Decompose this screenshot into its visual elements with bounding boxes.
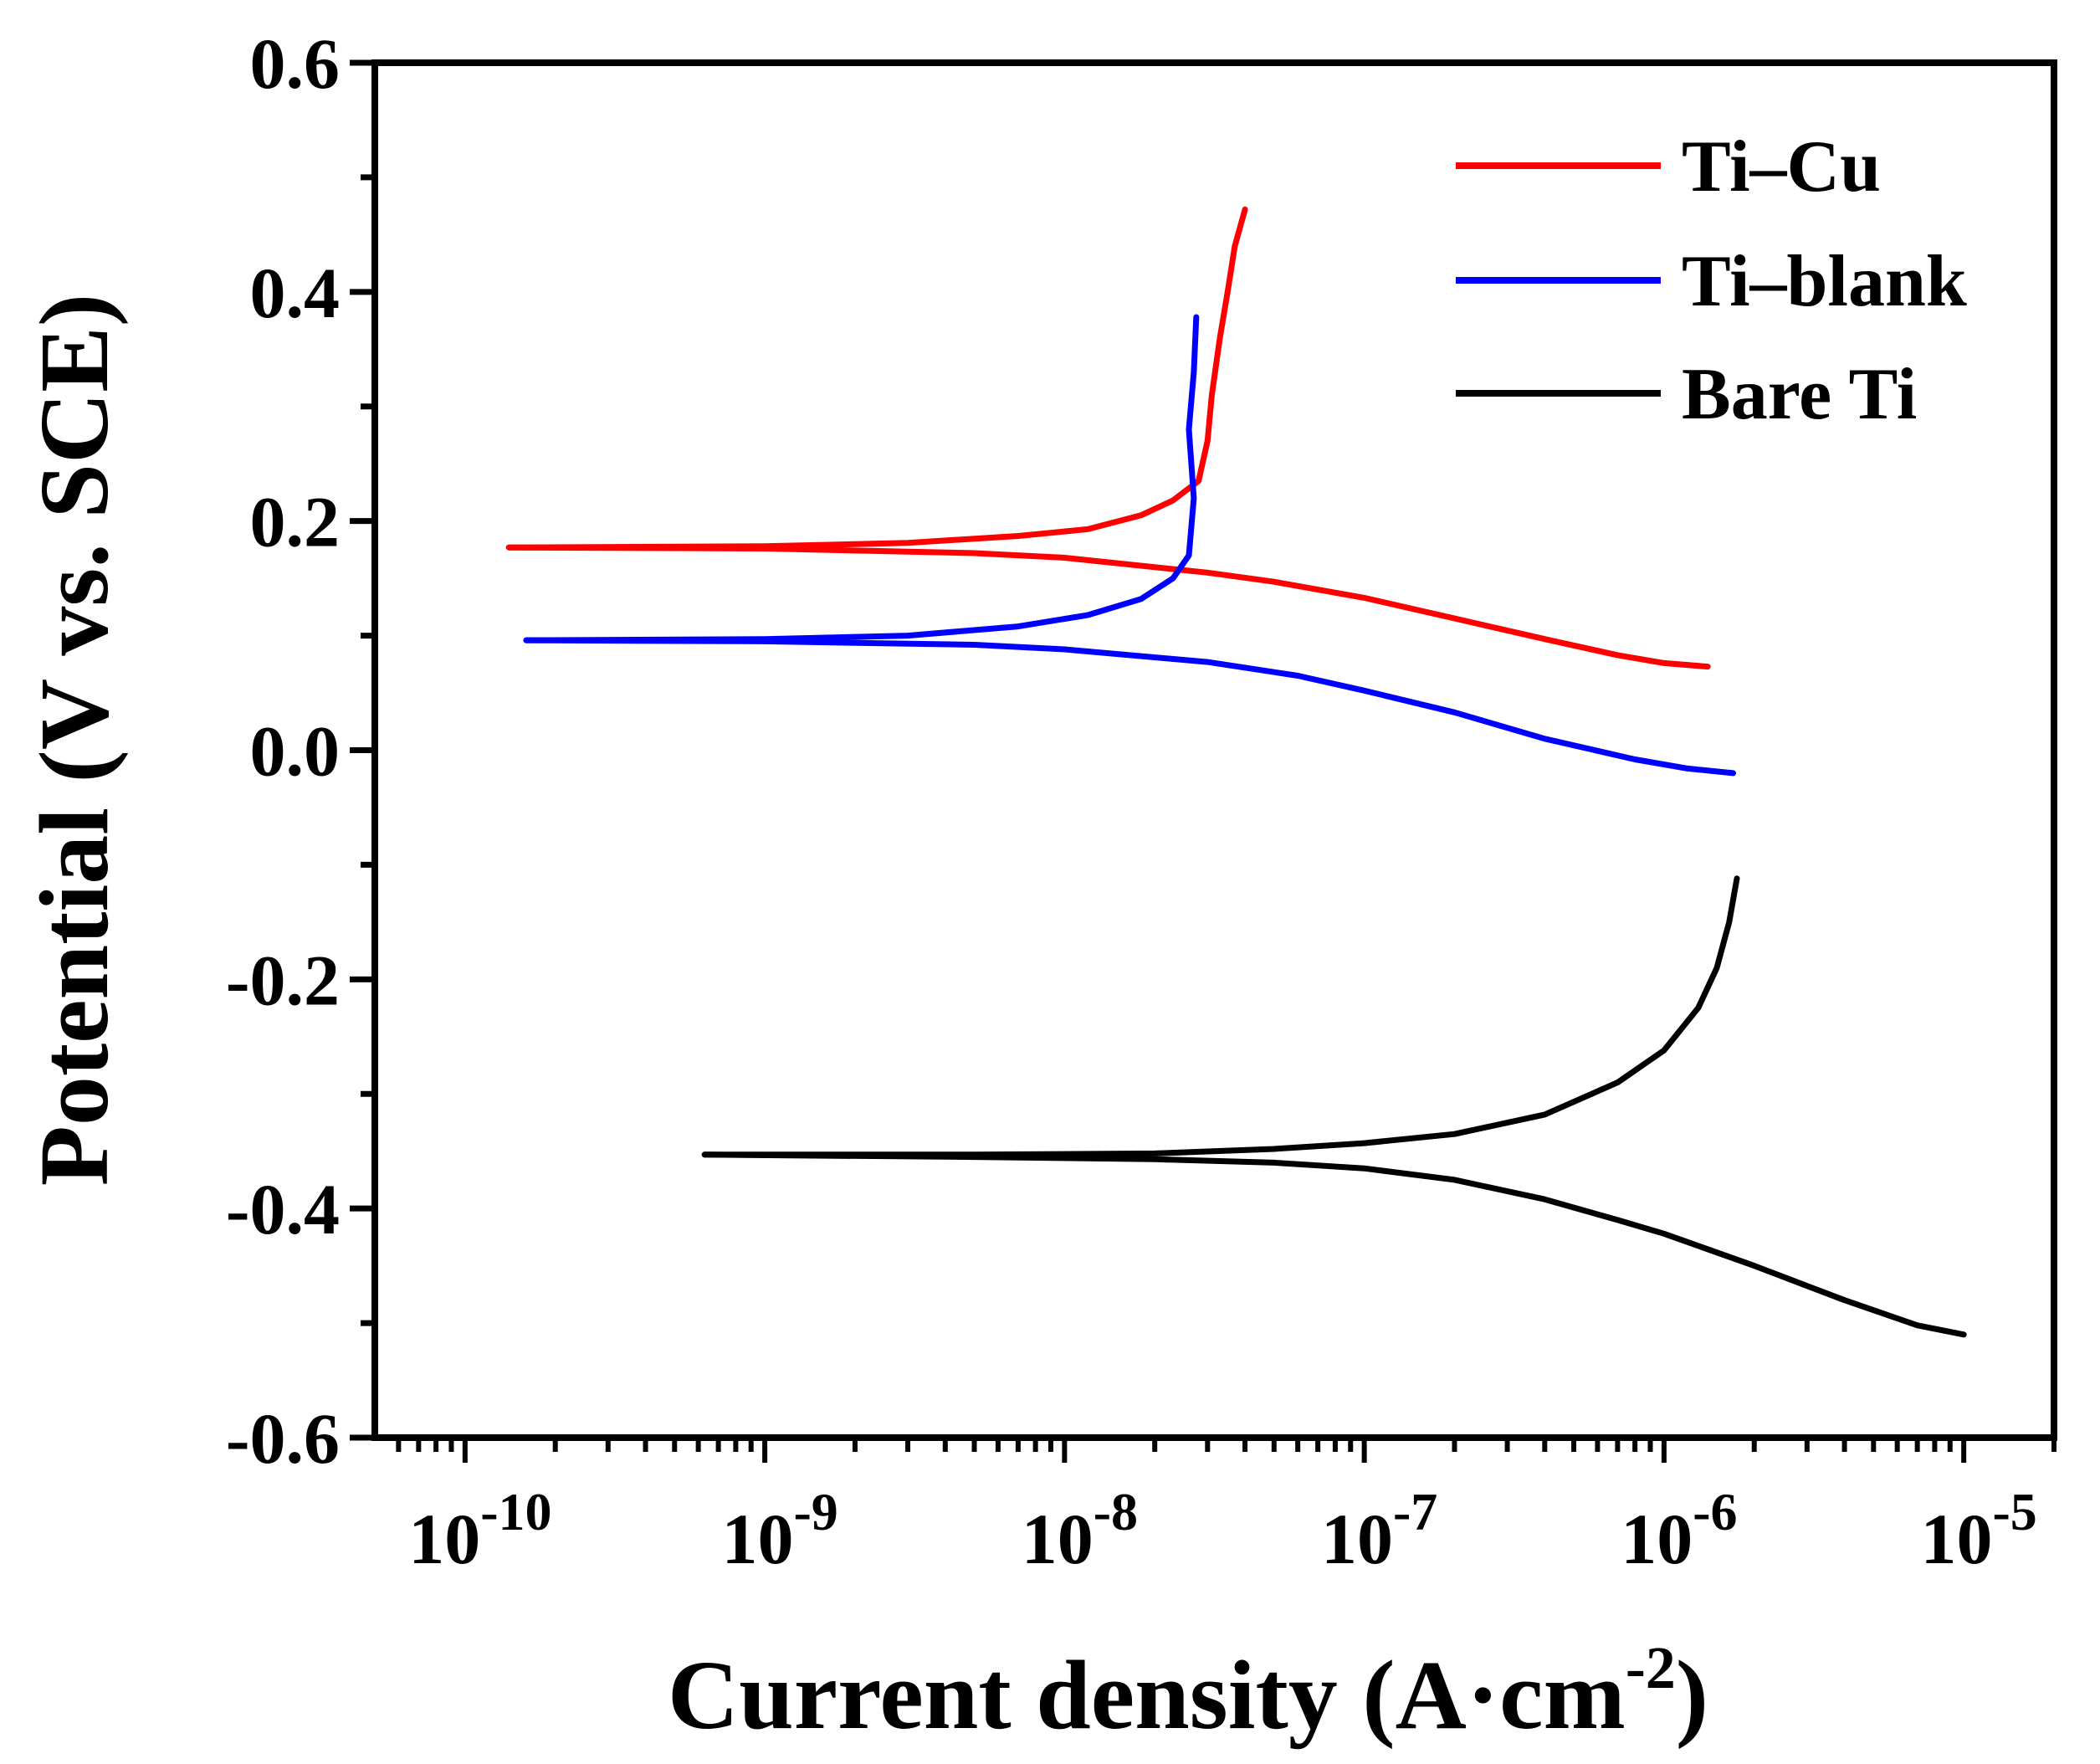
y-tick-label: 0.6 — [250, 23, 341, 104]
x-tick-exponent: -6 — [1693, 1482, 1737, 1541]
x-tick-exponent: -8 — [1094, 1482, 1138, 1541]
legend-label: Ti–Cu — [1682, 126, 1881, 208]
series-bare-ti — [701, 875, 1967, 1338]
x-tick-label: 10-9 — [721, 1482, 837, 1579]
series-ti-cu — [505, 206, 1711, 670]
y-tick-label: -0.4 — [226, 1169, 340, 1249]
y-axis-title: Potential (V vs. SCE) — [19, 294, 129, 1186]
series-line-cathodic — [523, 637, 1736, 777]
legend-label: Ti–blank — [1682, 241, 1967, 322]
y-tick-labels: 0.6 0.4 0.2 0.0 -0.2 -0.4 -0.6 — [226, 23, 340, 1479]
series-line-cathodic — [701, 1151, 1967, 1338]
x-tick-base: 10 — [1621, 1499, 1693, 1579]
x-tick-base: 10 — [1022, 1499, 1094, 1579]
x-tick-label: 10-6 — [1621, 1482, 1737, 1579]
x-axis-title-main: Current density (A·cm — [668, 1640, 1626, 1750]
y-tick-label: -0.6 — [226, 1398, 340, 1479]
plot-frame — [371, 59, 2057, 1441]
x-tick-label: 10-7 — [1321, 1482, 1437, 1579]
y-tick-label: 0.4 — [250, 253, 341, 333]
y-tick-label: -0.2 — [226, 940, 340, 1020]
series-line-anodic — [701, 875, 1740, 1158]
x-tick-base: 10 — [1321, 1499, 1393, 1579]
x-axis-title: Current density (A·cm-2) — [668, 1634, 1708, 1750]
x-axis-title-end: ) — [1676, 1640, 1708, 1750]
x-tick-exponent: -5 — [1992, 1482, 2036, 1541]
x-tick-labels: 10-10 10-9 10-8 10-7 10-6 10-5 — [408, 1482, 2037, 1579]
x-tick-exponent: -10 — [480, 1482, 551, 1541]
series-line-anodic — [523, 314, 1200, 644]
x-axis-title-sup: -2 — [1626, 1634, 1676, 1701]
series-line-anodic — [505, 206, 1248, 551]
x-tick-label: 10-8 — [1022, 1482, 1138, 1579]
x-tick-exponent: -7 — [1393, 1482, 1437, 1541]
x-tick-base: 10 — [1920, 1499, 1992, 1579]
series-ti-blank — [523, 314, 1736, 777]
x-tick-base: 10 — [721, 1499, 793, 1579]
series-lines — [505, 206, 1967, 1338]
series-line-cathodic — [505, 544, 1711, 670]
x-tick-label: 10-10 — [408, 1482, 551, 1579]
y-tick-label: 0.0 — [250, 711, 341, 792]
legend: Ti–Cu Ti–blank Bare Ti — [1456, 126, 1967, 435]
legend-label: Bare Ti — [1682, 354, 1917, 435]
x-tick-label: 10-5 — [1920, 1482, 2036, 1579]
x-tick-base: 10 — [408, 1499, 480, 1579]
y-tick-label: 0.2 — [250, 482, 341, 562]
x-tick-exponent: -9 — [793, 1482, 837, 1541]
